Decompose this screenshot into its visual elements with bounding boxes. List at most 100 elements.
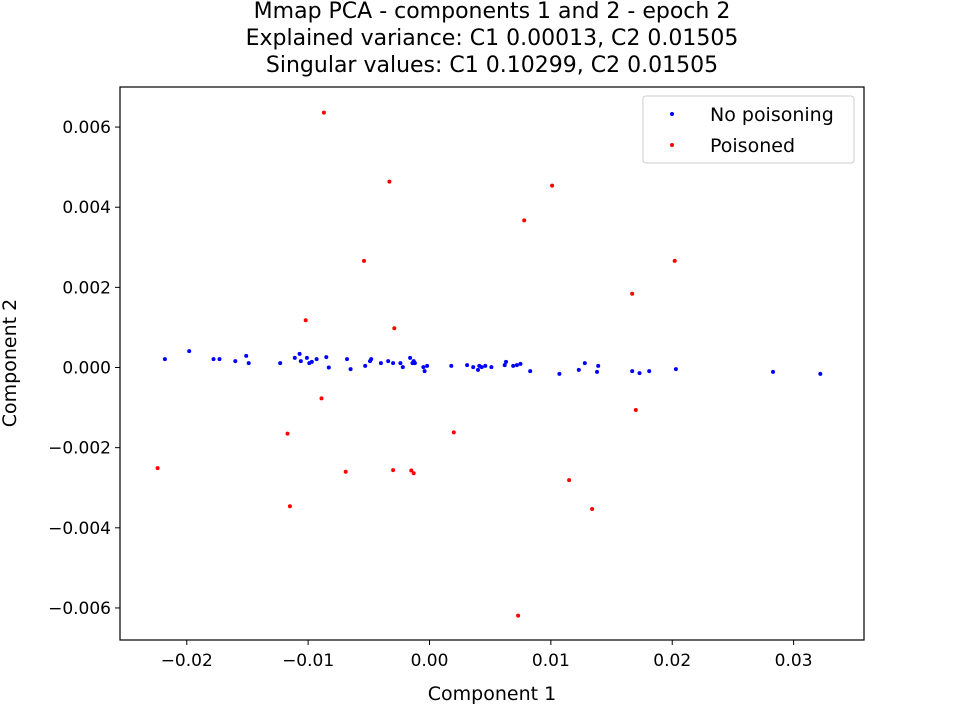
point-no-poisoning [818, 371, 823, 376]
point-no-poisoning [304, 355, 309, 360]
point-poisoned [287, 504, 292, 509]
y-tick-label: 0.006 [62, 118, 111, 138]
point-no-poisoning [398, 361, 403, 366]
data-points [155, 110, 823, 618]
point-poisoned [392, 326, 397, 331]
point-no-poisoning [408, 355, 413, 360]
point-no-poisoning [391, 361, 396, 366]
point-poisoned [633, 408, 638, 412]
point-no-poisoning [421, 365, 426, 370]
point-poisoned [409, 468, 414, 473]
point-poisoned [391, 468, 396, 473]
point-no-poisoning [502, 363, 507, 368]
legend-marker-poisoned [670, 143, 674, 147]
point-no-poisoning [278, 361, 283, 366]
y-tick-label: −0.002 [48, 439, 111, 459]
point-poisoned [387, 179, 392, 184]
point-no-poisoning [422, 369, 427, 374]
legend: No poisoning Poisoned [642, 95, 855, 164]
point-no-poisoning [637, 371, 642, 376]
point-no-poisoning [504, 359, 508, 364]
x-axis: −0.02 −0.01 0.00 0.01 0.02 0.03 [161, 640, 813, 671]
point-poisoned [285, 431, 290, 436]
point-no-poisoning [673, 367, 678, 372]
y-tick-label: 0.004 [62, 198, 111, 218]
plot-frame [119, 86, 865, 641]
y-tick-label: −0.006 [48, 599, 111, 619]
point-poisoned [411, 471, 416, 476]
point-poisoned [522, 218, 527, 223]
chart-title-line-2: Explained variance: C1 0.00013, C2 0.015… [245, 26, 739, 51]
legend-label-poisoned: Poisoned [710, 135, 795, 157]
point-no-poisoning [162, 357, 167, 362]
x-tick-label: 0.03 [775, 651, 813, 671]
point-no-poisoning [211, 357, 216, 362]
point-no-poisoning [449, 363, 454, 368]
x-axis-label: Component 1 [428, 683, 556, 705]
point-no-poisoning [595, 369, 599, 374]
point-poisoned [550, 183, 555, 188]
y-axis: −0.006 −0.004 −0.002 0.000 0.002 0.004 0.006 [48, 118, 120, 619]
legend-label-no-poisoning: No poisoning [710, 104, 834, 126]
point-no-poisoning [378, 361, 383, 366]
point-no-poisoning [771, 369, 775, 374]
x-tick-label: −0.01 [282, 651, 334, 671]
x-tick-label: 0.01 [532, 651, 570, 671]
chart-title-line-1: Mmap PCA - components 1 and 2 - epoch 2 [253, 0, 731, 24]
point-no-poisoning [324, 355, 329, 360]
chart-title-line-3: Singular values: C1 0.10299, C2 0.01505 [265, 53, 719, 78]
x-tick-label: 0.00 [411, 651, 449, 671]
point-no-poisoning [187, 349, 192, 354]
point-poisoned [567, 478, 572, 483]
point-no-poisoning [369, 357, 374, 362]
point-no-poisoning [348, 367, 353, 372]
point-no-poisoning [309, 359, 314, 364]
point-poisoned [516, 613, 521, 618]
point-poisoned [630, 291, 635, 296]
point-no-poisoning [576, 367, 581, 372]
point-poisoned [303, 318, 308, 323]
point-no-poisoning [557, 371, 562, 376]
x-tick-label: −0.02 [161, 651, 213, 671]
point-no-poisoning [298, 359, 303, 364]
point-no-poisoning [596, 363, 601, 368]
point-no-poisoning [363, 363, 368, 368]
point-no-poisoning [400, 365, 405, 370]
point-no-poisoning [483, 363, 488, 368]
point-no-poisoning [217, 357, 222, 362]
point-poisoned [590, 507, 595, 511]
point-no-poisoning [326, 365, 331, 370]
point-no-poisoning [514, 363, 519, 368]
point-poisoned [451, 430, 456, 435]
point-no-poisoning [647, 369, 652, 374]
point-no-poisoning [489, 365, 494, 370]
point-poisoned [321, 110, 326, 115]
point-no-poisoning [314, 357, 319, 362]
point-poisoned [343, 469, 348, 474]
point-no-poisoning [465, 363, 470, 368]
point-no-poisoning [292, 355, 297, 360]
point-no-poisoning [479, 365, 484, 370]
legend-box [642, 95, 855, 164]
point-no-poisoning [244, 353, 249, 358]
y-tick-label: −0.004 [48, 519, 111, 539]
point-no-poisoning [528, 369, 533, 374]
legend-marker-no-poisoning [670, 112, 674, 116]
point-no-poisoning [511, 363, 516, 368]
point-no-poisoning [386, 359, 391, 364]
point-no-poisoning [476, 367, 480, 372]
point-poisoned [362, 258, 366, 263]
point-poisoned [672, 258, 677, 263]
point-no-poisoning [412, 361, 417, 366]
point-poisoned [319, 396, 324, 401]
point-no-poisoning [297, 351, 302, 356]
x-tick-label: 0.02 [653, 651, 691, 671]
point-no-poisoning [246, 361, 251, 366]
point-no-poisoning [518, 361, 523, 366]
y-tick-label: 0.002 [62, 278, 111, 298]
point-no-poisoning [233, 359, 238, 364]
point-poisoned [155, 466, 160, 471]
point-no-poisoning [582, 361, 587, 366]
y-tick-label: 0.000 [62, 359, 111, 379]
